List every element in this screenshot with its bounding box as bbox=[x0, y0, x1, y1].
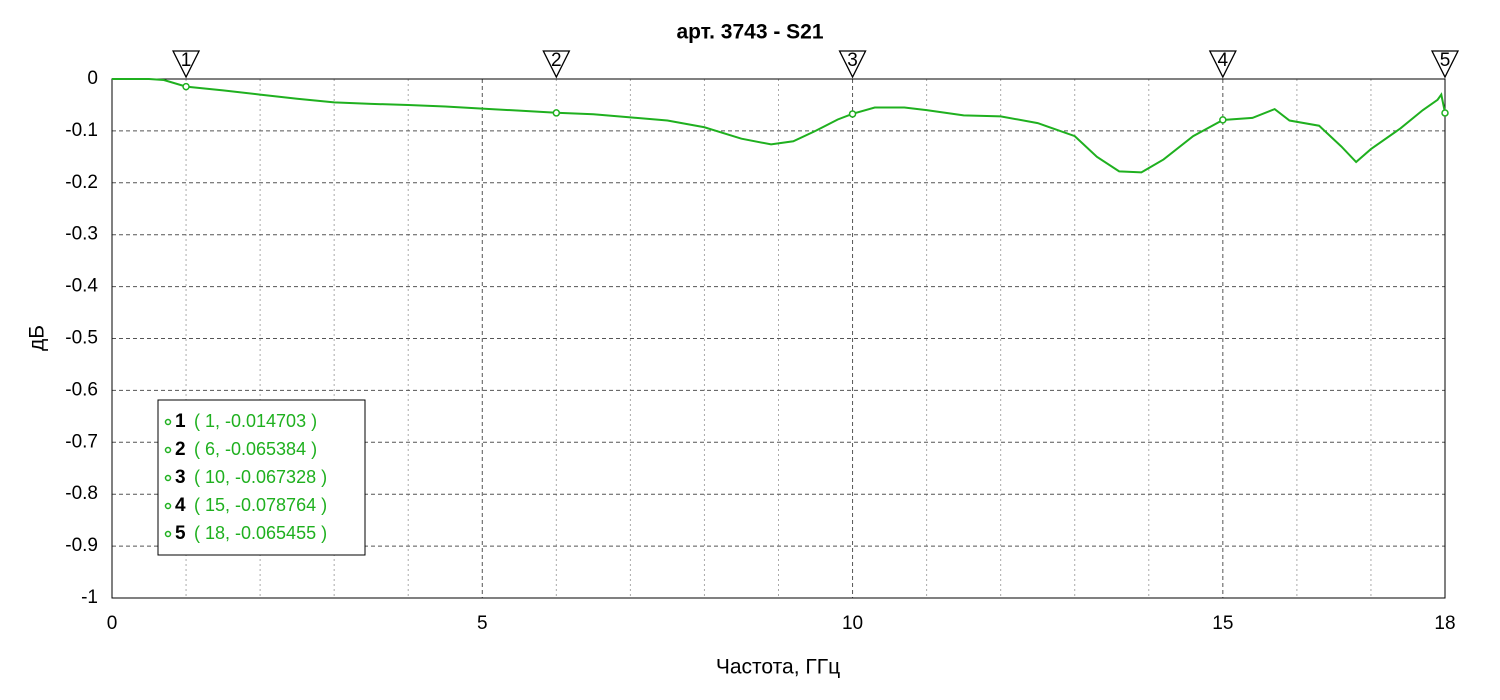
y-tick-label: -0.9 bbox=[65, 535, 98, 556]
y-tick-label: 0 bbox=[87, 68, 98, 89]
marker-triangle bbox=[1208, 50, 1237, 79]
y-tick-label: -0.8 bbox=[65, 483, 98, 504]
legend-marker bbox=[164, 530, 172, 538]
marker-label: 4 bbox=[1218, 50, 1229, 71]
data-line bbox=[112, 78, 1446, 174]
marker-point bbox=[182, 82, 190, 91]
x-tick-label: 0 bbox=[107, 613, 118, 634]
marker-point bbox=[1219, 116, 1227, 124]
y-tick-label: -0.5 bbox=[65, 328, 98, 349]
legend-number: 3 bbox=[175, 467, 186, 488]
legend-marker bbox=[164, 474, 172, 482]
y-tick-label: -0.2 bbox=[65, 172, 98, 193]
marker-label: 1 bbox=[181, 50, 192, 71]
x-tick-label: 10 bbox=[842, 613, 863, 634]
marker-triangle bbox=[542, 50, 571, 79]
y-tick-label: -1 bbox=[81, 587, 98, 608]
y-tick-label: -0.6 bbox=[65, 379, 98, 400]
legend-number: 2 bbox=[175, 439, 186, 460]
x-tick-label: 18 bbox=[1434, 613, 1455, 634]
chart-title: арт. 3743 - S21 bbox=[676, 21, 823, 44]
marker-label: 5 bbox=[1440, 50, 1451, 71]
legend-text: ( 10, -0.067328 ) bbox=[194, 467, 327, 487]
legend-box bbox=[157, 399, 366, 556]
legend-marker bbox=[164, 502, 172, 510]
legend-text: ( 18, -0.065455 ) bbox=[194, 523, 327, 543]
marker-point bbox=[848, 110, 857, 118]
marker-triangle bbox=[172, 50, 201, 79]
marker-point bbox=[1441, 109, 1449, 117]
marker-label: 3 bbox=[847, 50, 858, 71]
x-axis-label: Частота, ГГц bbox=[716, 656, 840, 679]
legend-marker bbox=[164, 418, 172, 426]
y-tick-label: -0.1 bbox=[65, 120, 98, 141]
legend-number: 5 bbox=[175, 523, 186, 544]
plot-border bbox=[111, 78, 1446, 599]
y-tick-label: -0.4 bbox=[65, 276, 98, 297]
marker-label: 2 bbox=[551, 50, 562, 71]
y-axis-label: дБ bbox=[26, 325, 49, 351]
marker-point bbox=[552, 109, 561, 117]
x-tick-label: 5 bbox=[477, 613, 488, 634]
legend-number: 4 bbox=[175, 495, 186, 516]
legend-text: ( 1, -0.014703 ) bbox=[194, 411, 317, 431]
legend-number: 1 bbox=[175, 411, 186, 432]
legend-marker bbox=[164, 446, 172, 454]
legend-text: ( 6, -0.065384 ) bbox=[194, 439, 317, 459]
y-tick-label: -0.3 bbox=[65, 224, 98, 245]
marker-triangle bbox=[1430, 50, 1460, 79]
legend-text: ( 15, -0.078764 ) bbox=[194, 495, 327, 515]
x-tick-label: 15 bbox=[1212, 613, 1233, 634]
marker-triangle bbox=[838, 50, 867, 79]
y-tick-label: -0.7 bbox=[65, 431, 98, 452]
